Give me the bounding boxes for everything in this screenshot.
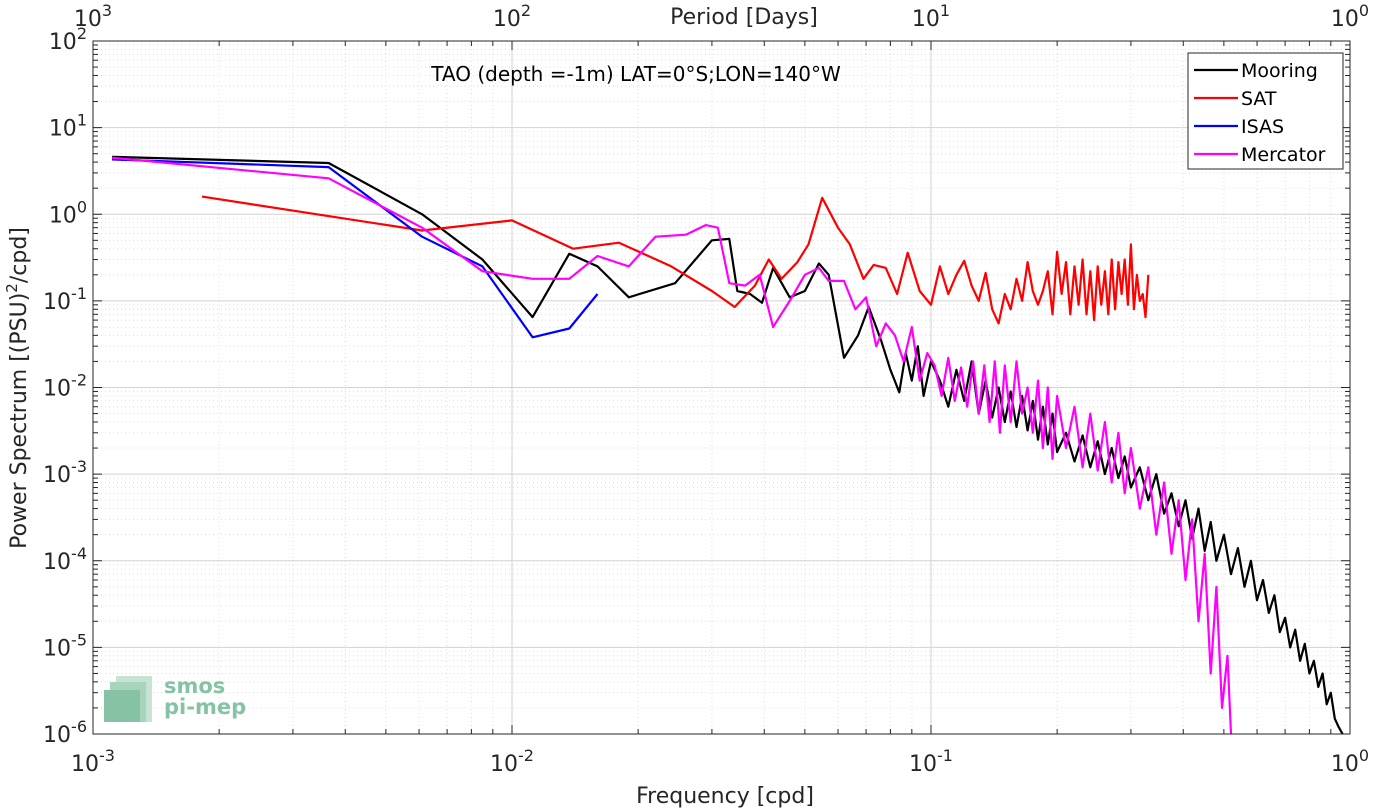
tick-exponent: 0 bbox=[1359, 746, 1369, 765]
tick-base: 10 bbox=[49, 30, 77, 55]
y-tick-label: 10-1 bbox=[43, 284, 87, 315]
tick-exponent: -3 bbox=[99, 746, 115, 765]
legend: Mooring SAT ISAS Mercator bbox=[1187, 52, 1344, 170]
tick-base: 10 bbox=[74, 7, 102, 32]
smos-pi-mep-logo: smos pi-mep bbox=[104, 674, 246, 722]
tick-exponent: -4 bbox=[71, 544, 87, 563]
chart-title: TAO (depth =-1m) LAT=0°S;LON=140°W bbox=[430, 62, 841, 86]
x-tick-label: 10-2 bbox=[490, 746, 534, 777]
series-line-isas bbox=[111, 158, 599, 339]
tick-base: 10 bbox=[1331, 7, 1359, 32]
tick-exponent: -2 bbox=[71, 371, 87, 390]
tick-exponent: 1 bbox=[940, 1, 950, 20]
x-tick-label: 10-3 bbox=[71, 746, 115, 777]
tick-exponent: -6 bbox=[71, 717, 87, 736]
series-line-mercator bbox=[111, 156, 1233, 735]
tick-exponent: -1 bbox=[937, 746, 953, 765]
top-tick-label: 101 bbox=[912, 1, 950, 32]
tick-base: 10 bbox=[493, 7, 521, 32]
y-tick-label: 10-6 bbox=[43, 717, 87, 748]
tick-exponent: -5 bbox=[71, 630, 87, 649]
legend-label-mooring: Mooring bbox=[1241, 60, 1318, 82]
tick-exponent: 2 bbox=[77, 24, 87, 43]
tick-exponent: 2 bbox=[521, 1, 531, 20]
legend-label-sat: SAT bbox=[1241, 88, 1277, 110]
tick-base: 10 bbox=[912, 7, 940, 32]
legend-label-isas: ISAS bbox=[1241, 116, 1284, 138]
tick-base: 10 bbox=[49, 203, 77, 228]
tick-base: 10 bbox=[1331, 752, 1359, 777]
y-tick-label: 102 bbox=[49, 24, 87, 55]
x-axis-label: Frequency [cpd] bbox=[636, 784, 814, 809]
tick-base: 10 bbox=[43, 723, 71, 748]
legend-items: Mooring SAT ISAS Mercator bbox=[1194, 60, 1326, 166]
tick-base: 10 bbox=[43, 377, 71, 402]
tick-exponent: 3 bbox=[102, 1, 112, 20]
top-tick-label: 100 bbox=[1331, 1, 1369, 32]
top-tick-labels: 103 102 101 100 bbox=[74, 1, 1369, 32]
logo-text-line2: pi-mep bbox=[164, 695, 246, 719]
y-tick-label: 10-4 bbox=[43, 544, 87, 575]
logo-text-line1: smos bbox=[164, 674, 225, 698]
tick-exponent: -1 bbox=[71, 284, 87, 303]
x-tick-label: 10-1 bbox=[909, 746, 953, 777]
series-line-sat bbox=[201, 195, 1150, 325]
y-tick-label: 101 bbox=[49, 111, 87, 142]
top-tick-label: 103 bbox=[74, 1, 112, 32]
tick-base: 10 bbox=[43, 636, 71, 661]
y-tick-label: 100 bbox=[49, 197, 87, 228]
tick-base: 10 bbox=[43, 550, 71, 575]
tick-exponent: 0 bbox=[1359, 1, 1369, 20]
x-tick-labels: 10-3 10-2 10-1 100 bbox=[71, 746, 1369, 777]
tick-exponent: 0 bbox=[77, 197, 87, 216]
top-tick-label: 102 bbox=[493, 1, 531, 32]
tick-base: 10 bbox=[43, 290, 71, 315]
series-layer bbox=[111, 155, 1344, 735]
logo-layer-front bbox=[104, 690, 140, 722]
tick-exponent: -2 bbox=[518, 746, 534, 765]
top-axis-label: Period [Days] bbox=[670, 5, 818, 30]
tick-base: 10 bbox=[49, 117, 77, 142]
tick-exponent: 1 bbox=[77, 111, 87, 130]
tick-exponent: -3 bbox=[71, 457, 87, 476]
y-tick-label: 10-5 bbox=[43, 630, 87, 661]
y-axis-label: Power Spectrum [(PSU)2/cpd] bbox=[3, 227, 32, 549]
legend-label-mercator: Mercator bbox=[1241, 144, 1326, 166]
y-tick-label: 10-3 bbox=[43, 457, 87, 488]
tick-base: 10 bbox=[909, 752, 937, 777]
y-tick-label: 10-2 bbox=[43, 371, 87, 402]
legend-box bbox=[1187, 52, 1344, 170]
ticks bbox=[92, 40, 1351, 735]
tick-base: 10 bbox=[490, 752, 518, 777]
tick-base: 10 bbox=[71, 752, 99, 777]
tick-base: 10 bbox=[43, 463, 71, 488]
x-tick-label: 100 bbox=[1331, 746, 1369, 777]
